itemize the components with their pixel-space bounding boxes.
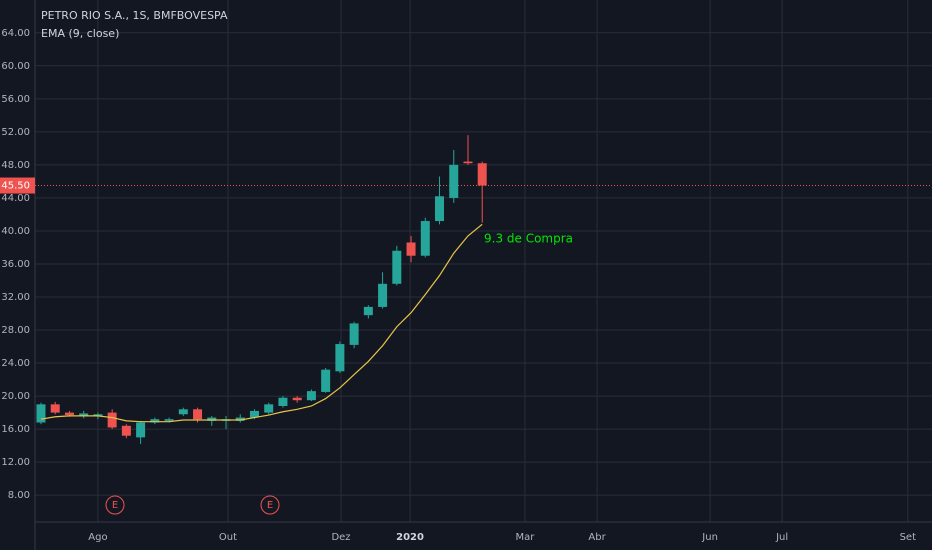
y-tick-label: 60.00 (1, 61, 30, 72)
candle-body (36, 404, 46, 423)
x-tick-label: Abr (588, 532, 606, 543)
candle-body (107, 412, 117, 428)
candle-body (164, 419, 174, 421)
candle-body (321, 369, 331, 392)
candle-body (406, 242, 416, 256)
event-label[interactable]: E (267, 500, 273, 511)
y-tick-label: 24.00 (1, 358, 30, 369)
candle-body (335, 344, 345, 372)
x-tick-label: Ago (88, 532, 107, 543)
candle-body (435, 196, 445, 222)
x-tick-label: Out (219, 532, 237, 543)
candle-body (463, 161, 473, 164)
y-tick-label: 8.00 (8, 490, 30, 501)
y-tick-label: 28.00 (1, 325, 30, 336)
y-tick-label: 12.00 (1, 457, 30, 468)
ema-line (40, 223, 483, 423)
y-tick-label: 56.00 (1, 94, 30, 105)
candle-body (50, 404, 60, 413)
candle-body (178, 409, 188, 415)
candle-body (278, 397, 288, 406)
candle-body (79, 413, 89, 416)
candle-body (449, 164, 459, 198)
indicator-label: EMA (9, close) (41, 27, 119, 40)
candle-body (392, 250, 402, 284)
candle-body (292, 397, 302, 401)
candle-body (363, 306, 373, 316)
event-marker[interactable] (105, 495, 125, 515)
x-tick-label: 2020 (396, 532, 424, 543)
candle-body (136, 422, 146, 438)
x-tick-label: Jun (701, 532, 718, 543)
candle-body (121, 425, 131, 436)
candle-body (378, 283, 388, 307)
x-tick-label: Mar (515, 532, 535, 543)
grid (35, 0, 932, 522)
y-tick-label: 40.00 (1, 226, 30, 237)
y-tick-label: 36.00 (1, 259, 30, 270)
x-tick-label: Set (900, 532, 917, 543)
y-tick-label: 20.00 (1, 391, 30, 402)
candle-body (306, 391, 316, 401)
last-price-label: 45.50 (1, 181, 30, 192)
chart-title: PETRO RIO S.A., 1S, BMFBOVESPA (41, 9, 228, 22)
x-tick-label: Dez (331, 532, 350, 543)
candle-body (264, 404, 274, 413)
candle-body (93, 414, 103, 416)
candle-body (235, 417, 245, 421)
last-price-box (0, 177, 35, 194)
candle-body (349, 323, 359, 345)
event-marker[interactable] (260, 495, 280, 515)
event-label[interactable]: E (112, 500, 118, 511)
candle-body (477, 163, 487, 186)
candle-body (193, 409, 203, 420)
candle-body (249, 410, 259, 418)
candle-body (420, 221, 430, 256)
x-tick-label: Jul (775, 532, 788, 543)
y-tick-label: 64.00 (1, 28, 30, 39)
y-tick-label: 32.00 (1, 292, 30, 303)
y-tick-label: 52.00 (1, 127, 30, 138)
y-tick-label: 48.00 (1, 160, 30, 171)
candle-body (150, 419, 160, 423)
candle-body (64, 412, 74, 416)
y-tick-label: 44.00 (1, 193, 30, 204)
candle-body (207, 417, 217, 421)
annotation: 9.3 de Compra (484, 232, 573, 246)
y-tick-label: 16.00 (1, 424, 30, 435)
